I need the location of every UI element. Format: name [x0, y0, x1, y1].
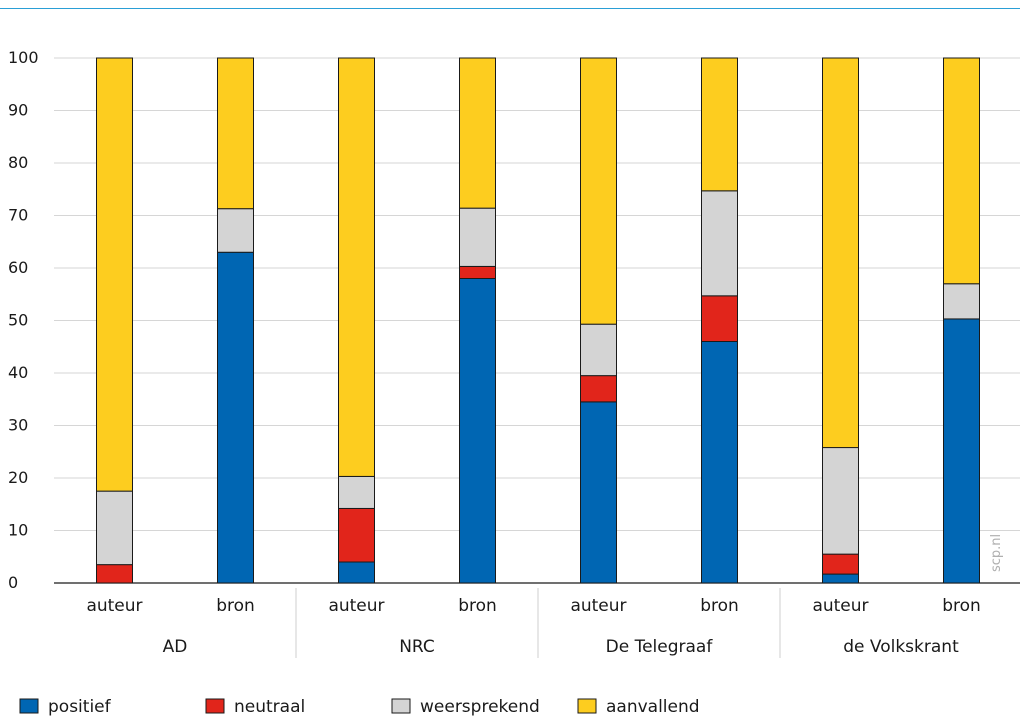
bar-segment — [459, 265, 496, 279]
x-tick-label: bron — [458, 596, 497, 616]
bar-segment — [96, 490, 133, 566]
bar-segment — [459, 278, 496, 584]
y-tick-label: 30 — [8, 416, 28, 435]
bar-segment — [822, 447, 859, 555]
bar-segment — [338, 57, 375, 477]
group-label: NRC — [399, 637, 435, 657]
top-rule — [0, 8, 1020, 9]
legend-swatch — [577, 698, 597, 714]
legend-swatch — [391, 698, 411, 714]
bar-segment — [701, 341, 738, 584]
bar-segment — [459, 57, 496, 209]
bar-segment — [822, 553, 859, 575]
bar-segment — [943, 283, 980, 320]
bar-segment — [822, 573, 859, 584]
bar-segment — [338, 561, 375, 584]
y-tick-label: 60 — [8, 258, 28, 277]
legend-label: positief — [48, 697, 112, 717]
y-tick-label: 0 — [8, 573, 18, 592]
watermark-text: scp.nl — [989, 534, 1004, 572]
group-label: AD — [163, 637, 188, 657]
x-tick-label: bron — [700, 596, 739, 616]
y-tick-label: 80 — [8, 153, 28, 172]
bar-segment — [943, 57, 980, 285]
x-tick-label: auteur — [86, 596, 142, 616]
bar-segment — [96, 57, 133, 492]
legend-label: neutraal — [234, 697, 305, 717]
group-label: De Telegraaf — [606, 637, 714, 657]
y-tick-label: 50 — [8, 311, 28, 330]
bar-segment — [580, 57, 617, 325]
bar-segment — [701, 295, 738, 343]
x-tick-label: auteur — [570, 596, 626, 616]
x-tick-label: auteur — [812, 596, 868, 616]
y-tick-label: 10 — [8, 521, 28, 540]
y-tick-label: 70 — [8, 206, 28, 225]
y-tick-label: 90 — [8, 101, 28, 120]
bar-segment — [459, 207, 496, 267]
legend-swatch — [205, 698, 225, 714]
bar-segment — [943, 318, 980, 584]
bar-segment — [580, 375, 617, 403]
bar-segment — [96, 564, 133, 584]
x-tick-label: auteur — [328, 596, 384, 616]
bar-segment — [701, 190, 738, 297]
bar-segment — [580, 323, 617, 377]
bar-segment — [580, 401, 617, 584]
legend-swatch — [19, 698, 39, 714]
y-tick-label: 20 — [8, 468, 28, 487]
x-tick-label: bron — [942, 596, 981, 616]
bar-segment — [701, 57, 738, 192]
bar-segment — [217, 208, 254, 253]
group-label: de Volkskrant — [843, 637, 959, 657]
y-tick-label: 100 — [8, 48, 39, 67]
y-tick-label: 40 — [8, 363, 28, 382]
bar-segment — [217, 251, 254, 584]
bar-segment — [217, 57, 254, 210]
bar-segment — [338, 507, 375, 563]
x-tick-label: bron — [216, 596, 255, 616]
bar-segment — [822, 57, 859, 449]
legend-label: aanvallend — [606, 697, 700, 717]
legend-label: weersprekend — [420, 697, 540, 717]
bar-segment — [338, 475, 375, 509]
